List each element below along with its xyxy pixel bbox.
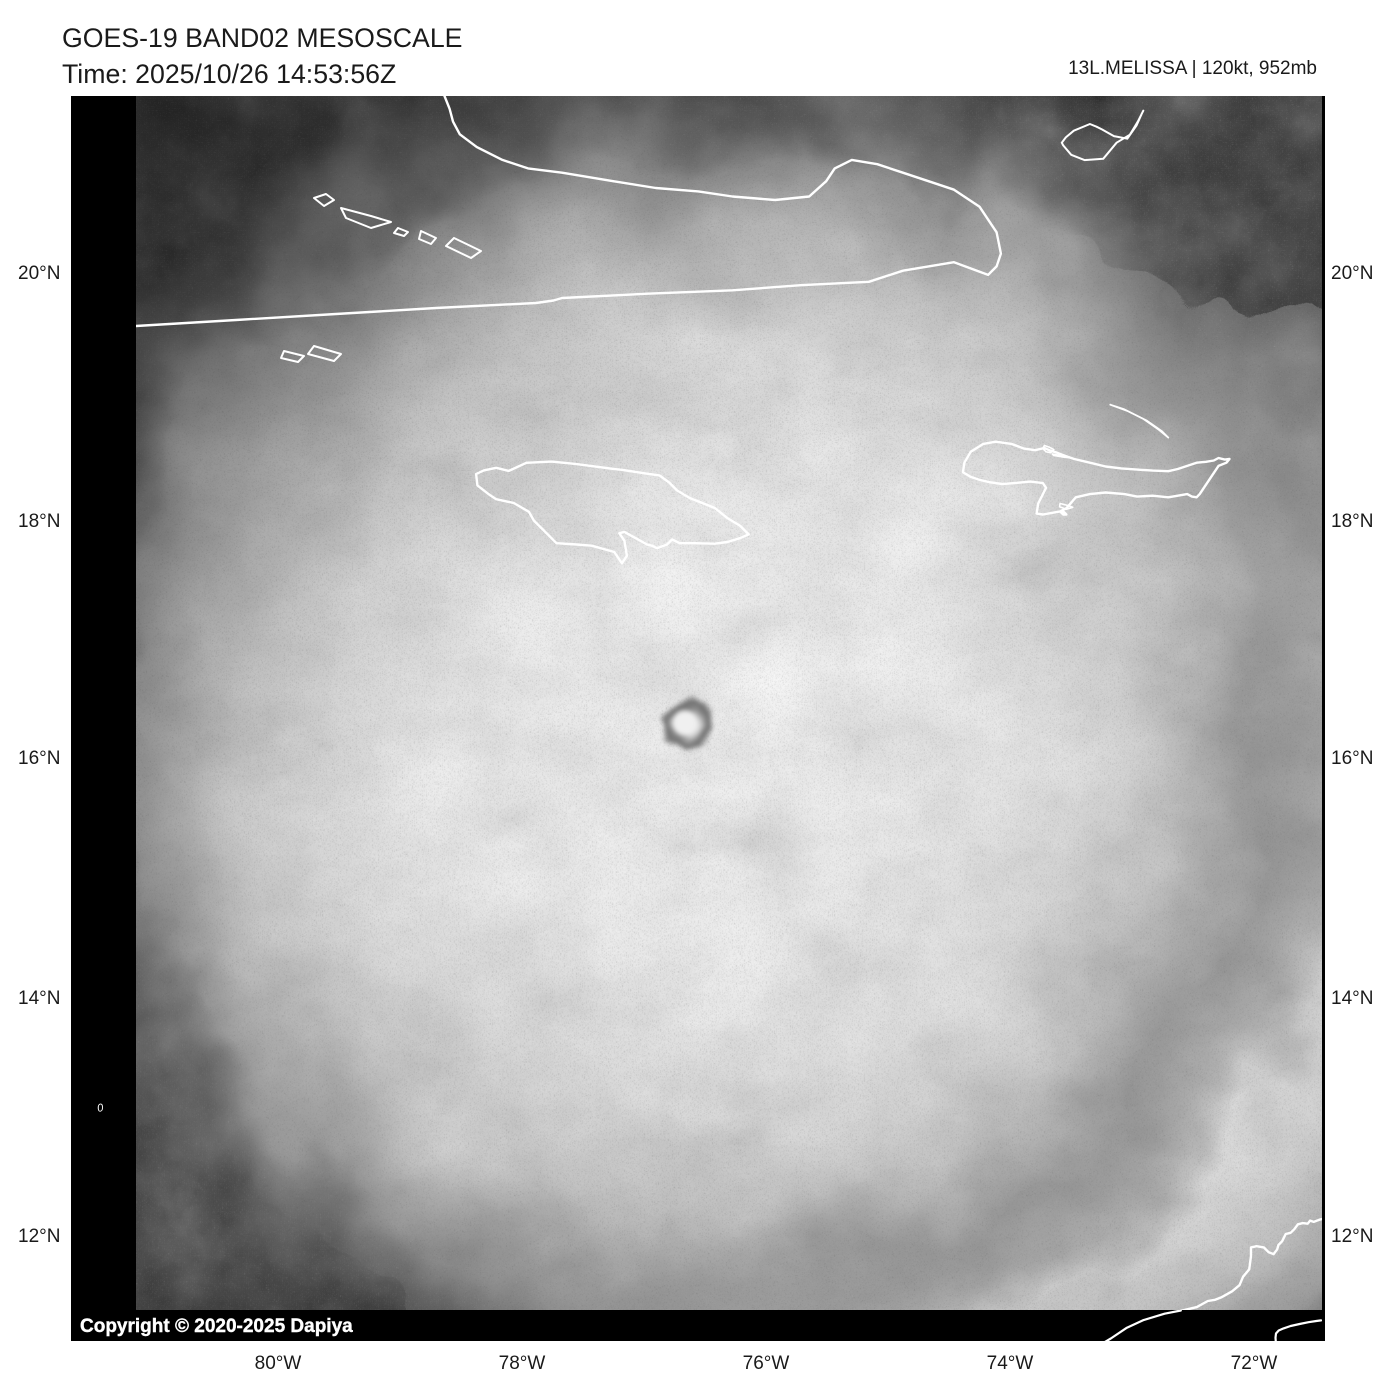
svg-text:0: 0	[96, 1102, 105, 1115]
svg-text:Copyright © 2020-2025 Dapiya: Copyright © 2020-2025 Dapiya	[80, 1316, 353, 1337]
